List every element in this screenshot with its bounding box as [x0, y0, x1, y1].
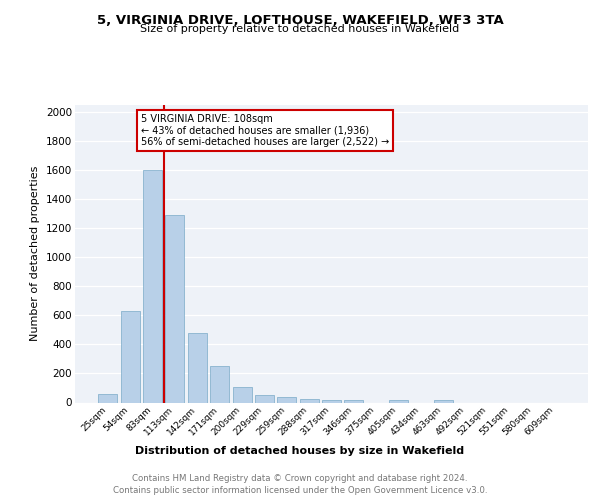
Text: Contains public sector information licensed under the Open Government Licence v3: Contains public sector information licen…: [113, 486, 487, 495]
Bar: [255, 394, 274, 402]
Bar: [277, 397, 296, 402]
Bar: [210, 366, 229, 403]
Y-axis label: Number of detached properties: Number of detached properties: [31, 166, 40, 342]
Text: Distribution of detached houses by size in Wakefield: Distribution of detached houses by size …: [136, 446, 464, 456]
Bar: [121, 311, 140, 402]
Bar: [188, 333, 207, 402]
Bar: [166, 214, 184, 402]
Text: 5 VIRGINIA DRIVE: 108sqm
← 43% of detached houses are smaller (1,936)
56% of sem: 5 VIRGINIA DRIVE: 108sqm ← 43% of detach…: [141, 114, 389, 147]
Bar: [233, 388, 251, 402]
Bar: [143, 170, 162, 402]
Text: Contains HM Land Registry data © Crown copyright and database right 2024.: Contains HM Land Registry data © Crown c…: [132, 474, 468, 483]
Bar: [322, 400, 341, 402]
Bar: [389, 400, 408, 402]
Bar: [434, 400, 453, 402]
Bar: [299, 400, 319, 402]
Bar: [344, 400, 364, 402]
Text: 5, VIRGINIA DRIVE, LOFTHOUSE, WAKEFIELD, WF3 3TA: 5, VIRGINIA DRIVE, LOFTHOUSE, WAKEFIELD,…: [97, 14, 503, 27]
Bar: [98, 394, 118, 402]
Text: Size of property relative to detached houses in Wakefield: Size of property relative to detached ho…: [140, 24, 460, 34]
